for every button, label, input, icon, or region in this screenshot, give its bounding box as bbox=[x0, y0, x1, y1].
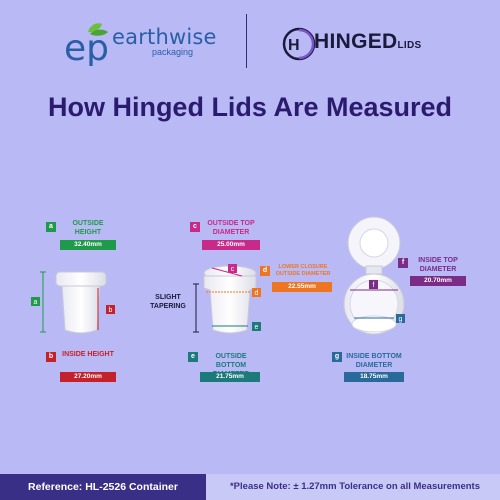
label-outside-top-diameter: OUTSIDE TOP DIAMETER bbox=[207, 220, 255, 236]
page-title: How Hinged Lids Are Measured bbox=[47, 92, 453, 122]
svg-text:a: a bbox=[34, 299, 38, 306]
container-top-view bbox=[343, 216, 405, 335]
label-inside-height: INSIDE HEIGHT bbox=[62, 351, 114, 358]
label-inside-top-diameter: INSIDE TOP DIAMETER bbox=[418, 257, 458, 273]
svg-text:g: g bbox=[399, 316, 403, 323]
badge-b-marker bbox=[106, 305, 115, 314]
reference-label: Reference: HL-2526 Container bbox=[0, 474, 206, 500]
badge-f: f bbox=[398, 258, 408, 268]
lids-word: LIDS bbox=[397, 40, 422, 51]
svg-text:c: c bbox=[231, 266, 235, 273]
slight-tapering-label: SLIGHT TAPERING bbox=[150, 294, 186, 310]
container-side-view-2 bbox=[203, 265, 257, 334]
badge-a-marker bbox=[31, 297, 40, 306]
badge-d: d bbox=[260, 266, 270, 276]
badge-a: a bbox=[46, 222, 56, 232]
label-lower-closure-diameter: LOWER CLOSURE OUTSIDE DIAMETER bbox=[275, 264, 331, 277]
svg-text:H: H bbox=[288, 37, 300, 54]
badge-g: g bbox=[332, 352, 342, 362]
svg-text:f: f bbox=[373, 282, 375, 289]
earthwise-name: earthwise bbox=[112, 25, 217, 49]
value-outside-bottom-diameter: 21.75mm bbox=[200, 372, 260, 382]
header-divider bbox=[246, 14, 247, 68]
svg-text:d: d bbox=[255, 290, 259, 297]
badge-b: b bbox=[46, 352, 56, 362]
badge-e: e bbox=[188, 352, 198, 362]
value-inside-height: 27.20mm bbox=[60, 372, 116, 382]
hinged-lids-name: HINGEDLIDS bbox=[314, 30, 421, 54]
badge-d-marker bbox=[252, 288, 261, 297]
outside-top-diameter-line bbox=[211, 267, 243, 277]
label-outside-height: OUTSIDE HEIGHT bbox=[72, 220, 104, 236]
earthwise-sub: packaging bbox=[152, 47, 194, 57]
svg-text:b: b bbox=[109, 307, 113, 314]
hinged-lids-logo-icon: H bbox=[282, 27, 316, 61]
value-inside-top-diameter: 20.70mm bbox=[410, 276, 466, 286]
badge-c: c bbox=[190, 222, 200, 232]
label-inside-bottom-diameter: INSIDE BOTTOM DIAMETER bbox=[346, 353, 402, 369]
badge-e-marker bbox=[252, 322, 261, 331]
value-lower-closure-diameter: 22.55mm bbox=[272, 282, 332, 292]
value-inside-bottom-diameter: 18.75mm bbox=[344, 372, 404, 382]
value-outside-top-diameter: 25.00mm bbox=[202, 240, 260, 250]
badge-g-marker bbox=[396, 314, 405, 323]
value-outside-height: 32.40mm bbox=[60, 240, 116, 250]
badge-f-marker bbox=[369, 280, 378, 289]
badge-c-marker bbox=[228, 264, 237, 273]
earthwise-logo-icon: ep bbox=[64, 23, 109, 66]
tolerance-note: *Please Note: ± 1.27mm Tolerance on all … bbox=[229, 481, 481, 492]
outside-height-dimension bbox=[40, 271, 46, 333]
hinged-word: HINGED bbox=[314, 30, 398, 53]
container-side-view-1 bbox=[55, 271, 107, 334]
svg-text:e: e bbox=[255, 324, 259, 331]
